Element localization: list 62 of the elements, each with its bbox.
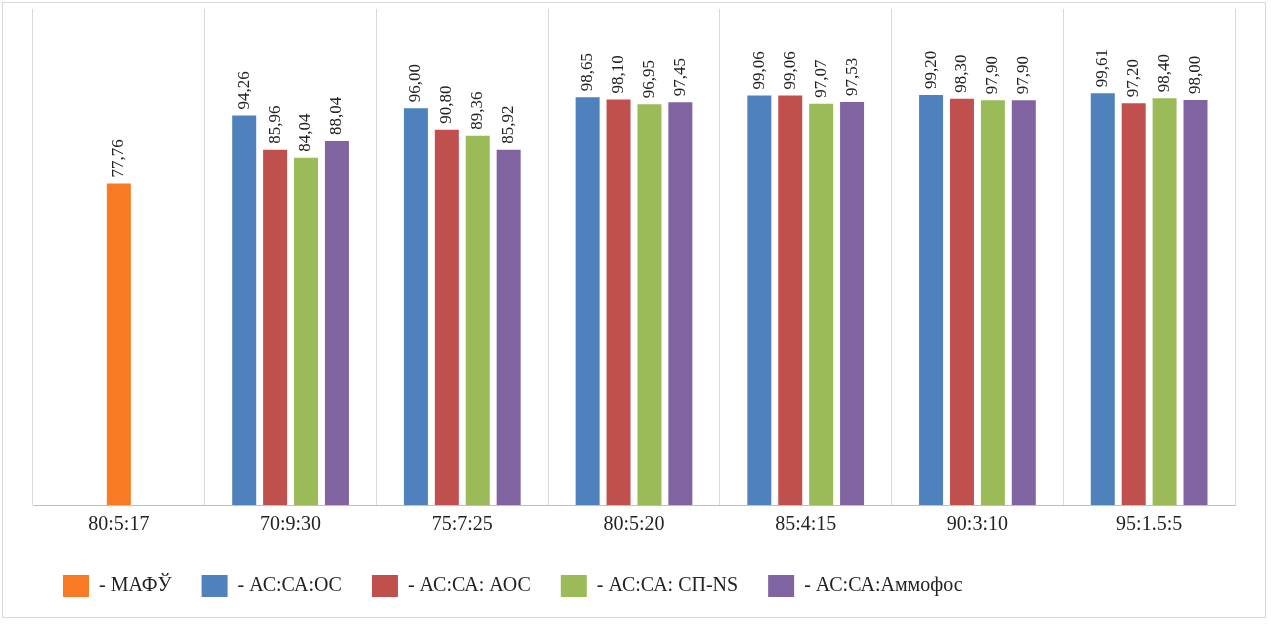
bar (778, 95, 803, 505)
bar (809, 103, 834, 505)
data-label: 99,61 (1092, 49, 1112, 88)
x-tick-label: 85:4:15 (775, 512, 837, 535)
data-label: 97,53 (841, 57, 861, 96)
bar (232, 115, 257, 505)
data-label: 97,45 (669, 57, 689, 97)
bar (980, 100, 1005, 505)
bar (637, 104, 662, 505)
x-tick-label: 80:5:20 (603, 512, 665, 535)
bar (1152, 98, 1177, 505)
data-label: 98,65 (577, 53, 597, 92)
data-label: 88,04 (326, 96, 346, 136)
bar (263, 149, 288, 505)
bar (403, 108, 428, 505)
x-tick-label: 80:5:17 (88, 512, 150, 535)
data-label: 97,07 (810, 59, 830, 98)
data-label: 98,40 (1154, 54, 1174, 93)
data-label: 98,10 (608, 55, 628, 94)
legend-label: - АС:СА:ОС (237, 573, 342, 596)
data-label: 97,20 (1123, 58, 1143, 98)
data-label: 96,95 (638, 60, 658, 99)
bar (496, 149, 521, 505)
data-label: 89,36 (467, 91, 487, 130)
data-label: 97,90 (1013, 56, 1033, 95)
bar (1090, 93, 1115, 505)
bar (668, 102, 693, 505)
data-label: 99,06 (779, 51, 799, 90)
legend-label: - МАФЎ (99, 573, 173, 596)
bar (294, 157, 319, 505)
bar (324, 141, 349, 505)
bar (575, 97, 600, 505)
data-label: 98,30 (951, 54, 971, 93)
bar (1011, 100, 1036, 505)
bar (606, 99, 631, 505)
bar (106, 183, 131, 505)
bar (747, 95, 772, 505)
data-label: 94,26 (233, 71, 253, 110)
x-tick-label: 95:1.5:5 (1116, 512, 1183, 535)
data-label: 85,92 (498, 105, 518, 144)
x-tick-label: 75:7:25 (431, 512, 493, 535)
bar (919, 94, 944, 505)
bar (465, 135, 490, 505)
data-label: 96,00 (405, 63, 425, 103)
data-label: 98,00 (1184, 55, 1204, 94)
bar (434, 129, 459, 505)
data-label: 99,06 (748, 51, 768, 90)
bar (949, 98, 974, 505)
x-tick-label: 70:9:30 (260, 512, 322, 535)
data-label: 90,80 (436, 85, 456, 124)
legend-label: - АС:СА: АОС (407, 573, 531, 596)
data-label: 97,90 (982, 56, 1002, 95)
x-tick-label: 90:3:10 (946, 512, 1008, 535)
legend-label: - АС:СА: СП-NS (596, 573, 739, 596)
bar (1121, 103, 1146, 505)
bar (840, 101, 865, 505)
data-label: 99,20 (920, 50, 940, 89)
data-label: 77,76 (108, 139, 128, 178)
legend-label: - АС:СА:Аммофос (804, 573, 963, 597)
data-label: 84,04 (295, 112, 315, 152)
bar (1183, 99, 1208, 505)
data-label: 85,96 (264, 105, 284, 144)
